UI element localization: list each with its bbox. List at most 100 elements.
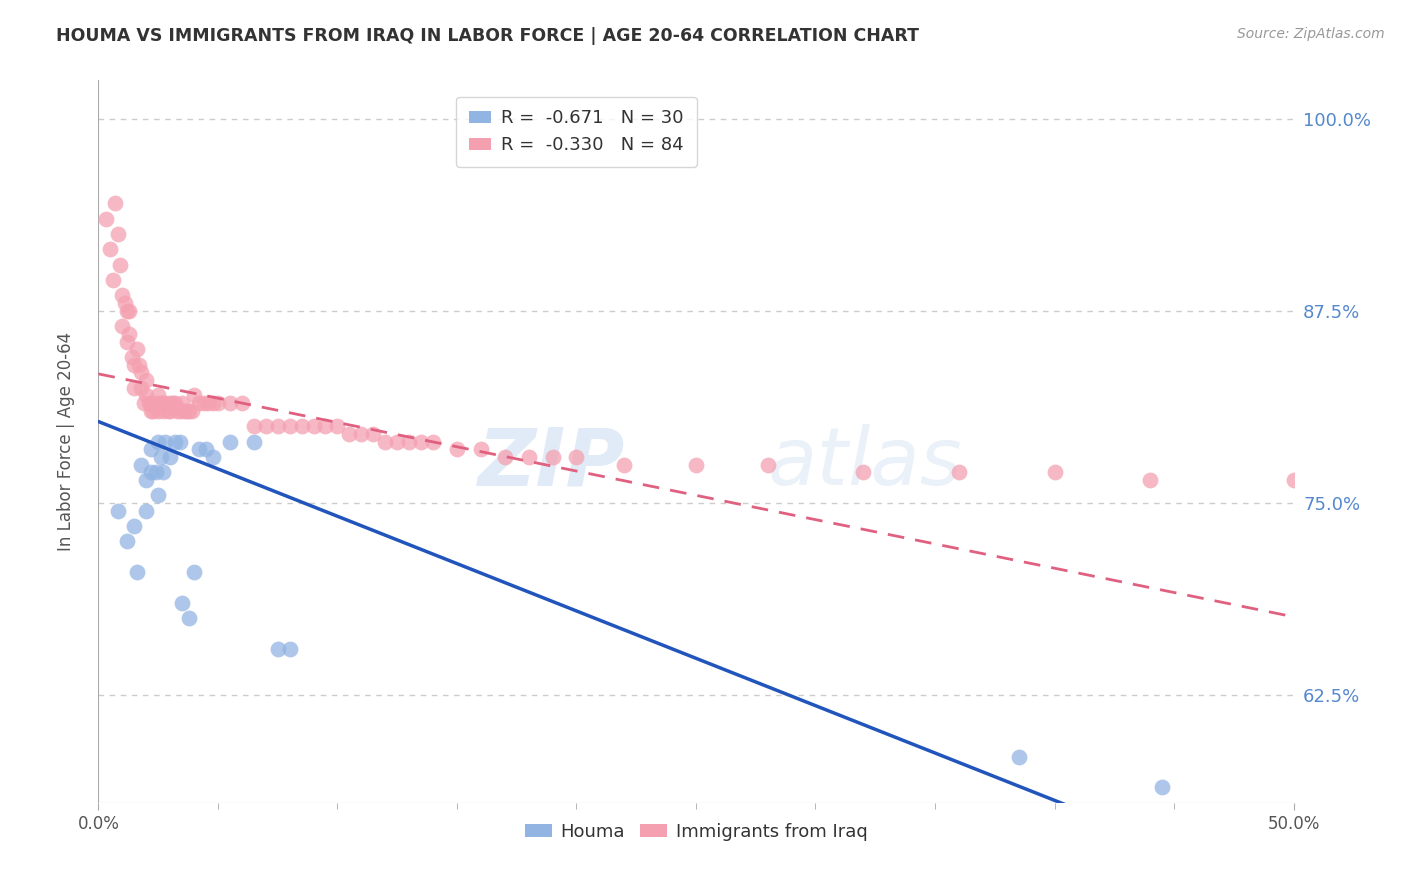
Point bbox=[139, 404, 162, 418]
Point bbox=[756, 458, 779, 472]
Point bbox=[219, 434, 242, 449]
Point bbox=[243, 434, 266, 449]
Point bbox=[207, 396, 229, 410]
Point bbox=[115, 334, 138, 349]
Point bbox=[302, 419, 325, 434]
Point bbox=[243, 419, 266, 434]
Y-axis label: In Labor Force | Age 20-64: In Labor Force | Age 20-64 bbox=[56, 332, 75, 551]
Point bbox=[135, 388, 157, 402]
Point bbox=[176, 404, 198, 418]
Point bbox=[219, 396, 242, 410]
Point bbox=[159, 450, 181, 464]
Point bbox=[118, 304, 141, 318]
Point bbox=[267, 642, 290, 657]
Point bbox=[135, 473, 157, 487]
Point bbox=[148, 404, 170, 418]
Point bbox=[131, 458, 153, 472]
Point bbox=[398, 434, 420, 449]
Point bbox=[948, 465, 970, 479]
Point bbox=[172, 396, 194, 410]
Point bbox=[169, 434, 191, 449]
Point bbox=[187, 396, 209, 410]
Point bbox=[197, 396, 219, 410]
Point bbox=[135, 504, 157, 518]
Point bbox=[132, 396, 155, 410]
Text: HOUMA VS IMMIGRANTS FROM IRAQ IN LABOR FORCE | AGE 20-64 CORRELATION CHART: HOUMA VS IMMIGRANTS FROM IRAQ IN LABOR F… bbox=[56, 27, 920, 45]
Point bbox=[155, 434, 177, 449]
Point bbox=[139, 465, 162, 479]
Point bbox=[149, 450, 172, 464]
Point bbox=[128, 358, 150, 372]
Point bbox=[152, 396, 174, 410]
Point bbox=[1152, 780, 1174, 795]
Point bbox=[155, 396, 177, 410]
Point bbox=[173, 404, 195, 418]
Point bbox=[108, 258, 131, 272]
Point bbox=[1008, 749, 1031, 764]
Point bbox=[115, 304, 138, 318]
Point bbox=[494, 450, 516, 464]
Point bbox=[517, 450, 540, 464]
Point bbox=[422, 434, 444, 449]
Point bbox=[163, 434, 186, 449]
Point bbox=[107, 504, 129, 518]
Point bbox=[385, 434, 409, 449]
Point bbox=[613, 458, 636, 472]
Point bbox=[183, 565, 205, 579]
Point bbox=[111, 288, 134, 302]
Point bbox=[278, 642, 301, 657]
Point bbox=[145, 465, 167, 479]
Point bbox=[114, 296, 136, 310]
Point bbox=[187, 442, 209, 457]
Point bbox=[202, 450, 225, 464]
Point bbox=[98, 243, 122, 257]
Point bbox=[131, 365, 153, 379]
Point bbox=[115, 534, 138, 549]
Point bbox=[193, 396, 215, 410]
Legend: Houma, Immigrants from Iraq: Houma, Immigrants from Iraq bbox=[517, 815, 875, 848]
Point bbox=[326, 419, 349, 434]
Point bbox=[179, 611, 201, 625]
Point bbox=[254, 419, 277, 434]
Point bbox=[121, 350, 143, 364]
Point bbox=[166, 404, 188, 418]
Point bbox=[139, 396, 162, 410]
Point bbox=[111, 319, 134, 334]
Point bbox=[374, 434, 396, 449]
Point bbox=[541, 450, 564, 464]
Text: Source: ZipAtlas.com: Source: ZipAtlas.com bbox=[1237, 27, 1385, 41]
Point bbox=[118, 326, 141, 341]
Point bbox=[104, 196, 127, 211]
Point bbox=[145, 396, 167, 410]
Point bbox=[183, 388, 205, 402]
Point bbox=[1282, 473, 1305, 487]
Point bbox=[94, 211, 117, 226]
Point bbox=[152, 465, 174, 479]
Point bbox=[125, 565, 148, 579]
Point bbox=[446, 442, 468, 457]
Point bbox=[149, 396, 172, 410]
Point bbox=[124, 358, 146, 372]
Text: atlas: atlas bbox=[768, 425, 963, 502]
Point bbox=[172, 596, 194, 610]
Point bbox=[363, 426, 385, 441]
Point bbox=[142, 404, 165, 418]
Point bbox=[148, 388, 170, 402]
Point bbox=[202, 396, 225, 410]
Point bbox=[139, 442, 162, 457]
Point bbox=[179, 404, 201, 418]
Point bbox=[339, 426, 361, 441]
Point bbox=[162, 396, 184, 410]
Point bbox=[163, 396, 186, 410]
Point bbox=[565, 450, 588, 464]
Point bbox=[138, 396, 160, 410]
Point bbox=[159, 396, 181, 410]
Point bbox=[315, 419, 337, 434]
Point bbox=[101, 273, 124, 287]
Point bbox=[350, 426, 373, 441]
Point bbox=[169, 404, 191, 418]
Point bbox=[231, 396, 253, 410]
Point bbox=[180, 404, 202, 418]
Point bbox=[685, 458, 707, 472]
Point bbox=[278, 419, 301, 434]
